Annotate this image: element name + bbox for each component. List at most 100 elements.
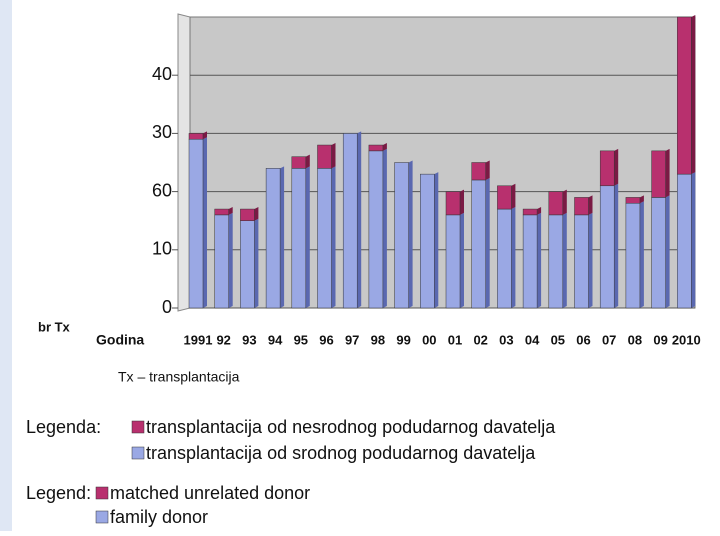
bar-side [331, 143, 336, 169]
y-tick-label: 30 [152, 122, 172, 142]
x-tick-label: 2010 [672, 332, 701, 347]
axis-wall [177, 13, 191, 312]
bar [291, 156, 307, 169]
bar-side [434, 172, 439, 308]
bar [445, 214, 461, 309]
bar-side [254, 207, 259, 221]
bar [548, 214, 564, 309]
bar [394, 162, 409, 309]
bar [599, 185, 615, 309]
legend-label: transplantacija od srodnog podudarnog da… [146, 443, 536, 463]
bar-side [691, 15, 696, 175]
bar [651, 150, 666, 198]
bar-side [203, 131, 207, 140]
bar [522, 214, 538, 309]
legend-swatch [131, 446, 145, 460]
bar-side [665, 148, 670, 198]
bar-side [460, 189, 464, 215]
bar [291, 168, 307, 309]
x-tick-label: 95 [294, 332, 308, 347]
bar-side [485, 160, 490, 180]
bar-side [511, 183, 516, 210]
bar [522, 208, 538, 216]
legend-swatch [95, 510, 109, 524]
x-tick-label: 97 [345, 332, 359, 347]
x-tick-label: 99 [396, 332, 410, 347]
x-tick-label: 1991 [184, 332, 213, 347]
bar-side [203, 137, 207, 308]
x-tick-label: 09 [653, 332, 667, 347]
bar-side [460, 212, 464, 308]
x-tick-label: 92 [216, 332, 230, 347]
bar [240, 220, 255, 309]
legend-title: Legenda: [26, 417, 101, 437]
y-label: br Tx [38, 319, 71, 334]
bar [188, 133, 204, 140]
bar [471, 162, 486, 181]
bar [445, 191, 461, 216]
bar-side [511, 207, 516, 308]
legend-swatch [131, 420, 145, 434]
x-label: Godina [96, 332, 144, 348]
bar-side [305, 154, 310, 169]
y-tick-label: 40 [152, 64, 172, 84]
x-tick-label: 01 [448, 332, 462, 347]
bar [342, 133, 358, 309]
x-tick-label: 96 [319, 332, 333, 347]
legend-swatch [95, 486, 109, 500]
bar-side [562, 212, 567, 308]
x-tick-label: 00 [422, 332, 436, 347]
bar [188, 138, 204, 309]
side-stripe [0, 0, 12, 531]
legend-label: matched unrelated donor [110, 483, 310, 503]
bar-side [562, 189, 567, 215]
bar [471, 179, 486, 309]
bar-side [639, 201, 644, 308]
bar [625, 202, 641, 309]
x-tick-label: 98 [371, 332, 385, 347]
bar-side [537, 212, 542, 308]
bar-side [280, 166, 285, 308]
bar-side [588, 195, 593, 215]
bar-side [382, 148, 387, 308]
bar [368, 144, 384, 152]
bar [574, 214, 589, 309]
plot-area [189, 16, 696, 309]
x-tick-label: 02 [473, 332, 487, 347]
y-tick-label: 0 [162, 297, 172, 317]
legend-label: family donor [110, 507, 208, 527]
bar [548, 191, 564, 216]
x-tick-label: 94 [268, 332, 283, 347]
x-tick-label: 04 [525, 332, 540, 347]
bar-side [665, 195, 670, 308]
bar [599, 150, 615, 187]
bar-side [228, 207, 233, 215]
bar-side [537, 207, 542, 215]
bar-side [588, 212, 593, 308]
bar [677, 16, 692, 175]
bar-side [305, 166, 310, 308]
bar [240, 208, 255, 221]
bar-side [254, 218, 259, 308]
note: Tx – transplantacija [118, 369, 240, 385]
bar [317, 144, 332, 169]
bar [214, 214, 229, 309]
bar-side [614, 183, 619, 308]
bar [497, 185, 512, 210]
bar-side [639, 195, 644, 204]
bar-side [331, 166, 336, 308]
bar-side [408, 160, 413, 308]
bar [214, 208, 229, 216]
x-tick-label: 03 [499, 332, 513, 347]
bar-side [382, 143, 387, 151]
bar-side [228, 212, 233, 308]
bar [497, 208, 512, 309]
bar [625, 197, 641, 204]
x-tick-label: 93 [242, 332, 256, 347]
x-tick-label: 05 [551, 332, 565, 347]
bar [651, 197, 666, 309]
x-tick-label: 07 [602, 332, 616, 347]
legend-label: transplantacija od nesrodnog podudarnog … [146, 417, 556, 437]
x-tick-label: 06 [576, 332, 590, 347]
